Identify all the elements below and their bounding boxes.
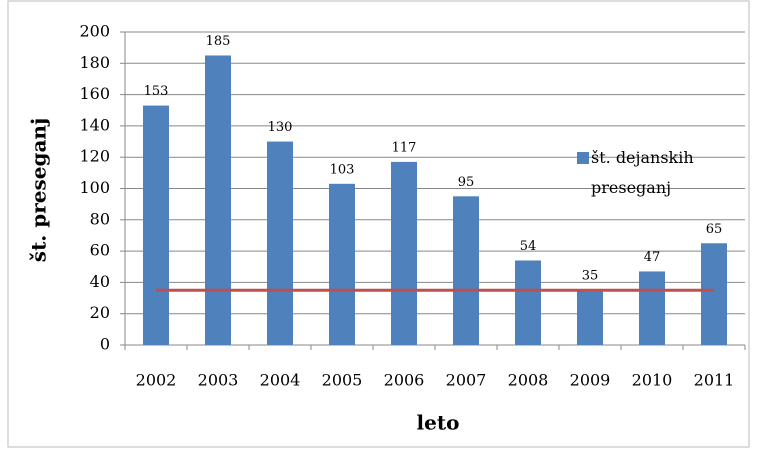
y-tick-label: 20	[90, 303, 110, 322]
legend-swatch	[577, 152, 589, 164]
y-tick-label: 0	[100, 335, 110, 354]
y-tick-label: 100	[79, 178, 110, 197]
data-label: 103	[330, 162, 355, 177]
legend-label: št. dejanskih preseganj	[591, 148, 694, 197]
bar	[639, 271, 665, 345]
data-label: 117	[392, 140, 417, 155]
data-label: 54	[520, 239, 537, 254]
x-axis-title: leto	[417, 411, 460, 435]
x-tick-label: 2005	[322, 371, 363, 390]
y-axis-title: št. preseganj	[27, 118, 51, 262]
x-tick-label: 2009	[570, 371, 611, 390]
y-tick-label: 160	[79, 84, 110, 103]
x-tick-label: 2006	[384, 371, 425, 390]
x-tick-label: 2002	[136, 371, 177, 390]
data-label: 95	[458, 175, 475, 190]
bar	[143, 105, 169, 346]
data-label: 65	[706, 222, 723, 237]
bar	[267, 141, 293, 345]
y-tick-label: 40	[90, 272, 110, 291]
y-tick-label: 200	[79, 22, 110, 41]
x-tick-label: 2003	[198, 371, 239, 390]
y-tick-label: 180	[79, 53, 110, 72]
data-label: 153	[144, 84, 169, 99]
bar	[391, 161, 417, 345]
x-tick-label: 2010	[632, 371, 673, 390]
y-tick-label: 140	[79, 115, 110, 134]
bar	[577, 290, 603, 345]
y-tick-label: 80	[90, 209, 110, 228]
data-label: 35	[582, 269, 599, 284]
x-tick-label: 2004	[260, 371, 301, 390]
y-tick-label: 60	[90, 241, 110, 260]
legend: št. dejanskih preseganj	[577, 143, 737, 203]
data-label: 185	[206, 34, 231, 49]
chart-frame	[7, 0, 750, 448]
data-label: 47	[644, 250, 661, 265]
x-tick-label: 2011	[694, 371, 735, 390]
bar	[453, 196, 479, 345]
x-tick-label: 2007	[446, 371, 487, 390]
y-tick-label: 120	[79, 147, 110, 166]
data-label: 130	[268, 120, 293, 135]
bar	[329, 183, 355, 345]
bar	[205, 55, 231, 345]
bar	[515, 260, 541, 345]
x-tick-label: 2008	[508, 371, 549, 390]
bar	[701, 243, 727, 345]
